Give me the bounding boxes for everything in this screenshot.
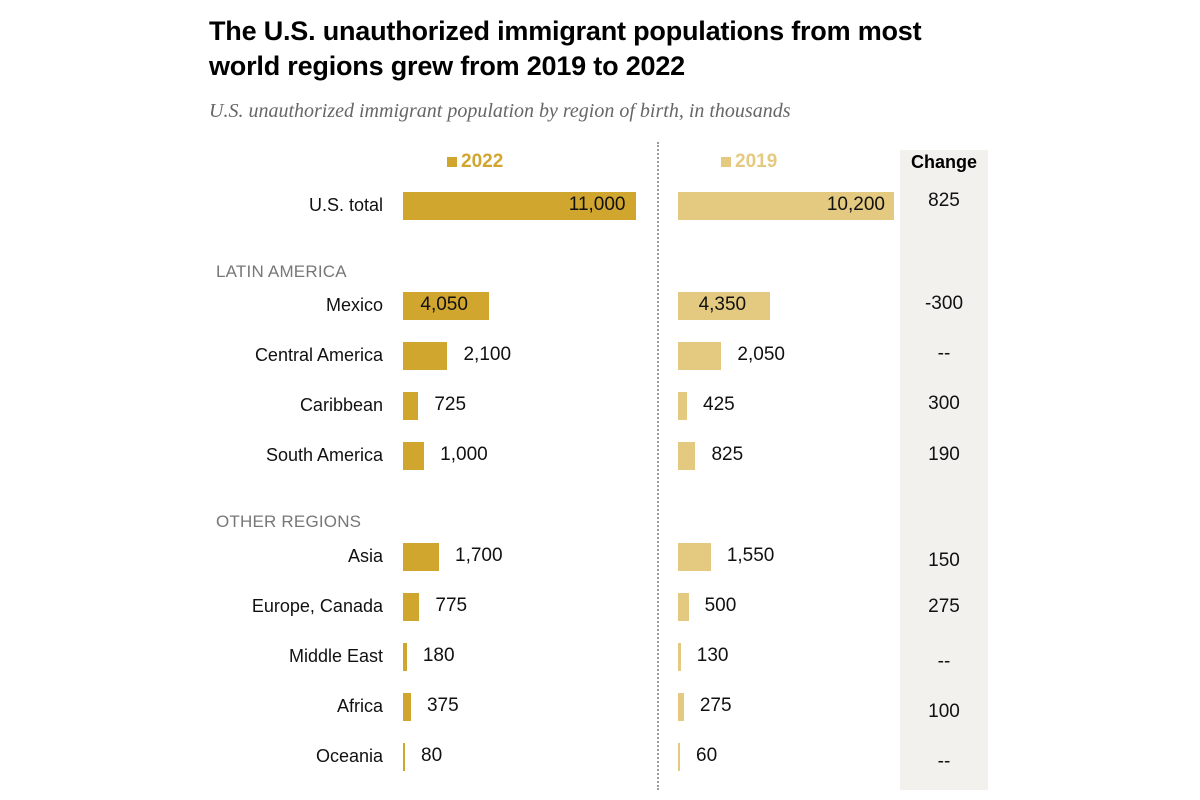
change-value-asia: 150 [928, 550, 960, 571]
bar-2019-oceania [678, 743, 680, 771]
category-label-asia: Asia [347, 546, 383, 566]
category-label-middle-east: Middle East [288, 646, 383, 666]
value-label-2019-middle-east: 130 [696, 645, 729, 666]
bar-2022-africa [403, 693, 411, 721]
category-label-south-america: South America [265, 445, 383, 465]
category-label-europe-canada: Europe, Canada [251, 596, 383, 616]
legend-2022: 2022 [447, 151, 503, 173]
change-value-middle-east: -- [937, 651, 951, 672]
bar-2022-mexico [403, 292, 489, 320]
bar-2019-u-s-total [678, 192, 895, 220]
bar-2022-europe-canada [403, 593, 420, 621]
bar-2019-europe-canada [678, 593, 689, 621]
column-divider [657, 142, 659, 790]
value-label-2022-africa: 375 [426, 695, 459, 716]
bar-2022-u-s-total [403, 192, 636, 220]
value-label-2022-europe-canada: 775 [435, 595, 468, 616]
legend-swatch-2022 [447, 157, 457, 167]
category-label-caribbean: Caribbean [299, 395, 383, 415]
change-column-background [900, 150, 988, 790]
bar-2022-oceania [403, 743, 405, 771]
bar-2019-africa [678, 693, 684, 721]
legend-label-2022: 2022 [461, 151, 504, 172]
value-label-2022-caribbean: 725 [434, 394, 467, 415]
value-label-2022-central-america: 2,100 [463, 344, 512, 365]
bar-2019-south-america [678, 442, 696, 470]
category-label-central-america: Central America [254, 345, 383, 365]
change-value-south-america: 190 [928, 444, 960, 465]
legend-label-2019: 2019 [735, 151, 778, 172]
bar-2022-middle-east [403, 643, 407, 671]
group-label-latin-america: LATIN AMERICA [216, 262, 347, 281]
value-label-2019-south-america: 825 [711, 444, 744, 465]
value-label-2019-u-s-total: 10,200 [826, 194, 885, 215]
category-label-oceania: Oceania [315, 746, 383, 766]
legend-swatch-2019 [721, 157, 731, 167]
change-value-africa: 100 [928, 701, 960, 722]
bar-2022-south-america [403, 442, 425, 470]
change-value-central-america: -- [937, 343, 951, 364]
category-label-africa: Africa [336, 696, 383, 716]
value-label-2022-asia: 1,700 [455, 545, 503, 566]
change-value-mexico: -300 [924, 293, 964, 314]
chart-subtitle: U.S. unauthorized immigrant population b… [209, 100, 791, 122]
category-label-u-s-total: U.S. total [308, 195, 383, 215]
bar-2019-middle-east [678, 643, 681, 671]
value-label-2019-central-america: 2,050 [737, 344, 785, 365]
bar-2019-central-america [678, 342, 722, 370]
group-label-other-regions: OTHER REGIONS [216, 512, 362, 531]
bar-2022-asia [403, 543, 439, 571]
change-value-oceania: -- [937, 751, 951, 772]
bar-2022-caribbean [403, 392, 419, 420]
value-label-2019-oceania: 60 [696, 745, 718, 766]
change-header: Change [910, 152, 977, 172]
change-value-europe-canada: 275 [928, 596, 960, 617]
value-label-2022-u-s-total: 11,000 [568, 194, 626, 215]
bar-2019-mexico [678, 292, 771, 320]
bar-2019-caribbean [678, 392, 687, 420]
chart-title: The U.S. unauthorized immigrant populati… [209, 16, 922, 81]
value-label-2019-europe-canada: 500 [704, 595, 737, 616]
value-label-2019-africa: 275 [699, 695, 732, 716]
category-label-mexico: Mexico [325, 295, 383, 315]
value-label-2022-south-america: 1,000 [440, 444, 488, 465]
legend-2019: 2019 [721, 151, 777, 173]
change-value-u-s-total: 825 [928, 190, 960, 211]
value-label-2019-asia: 1,550 [726, 545, 775, 566]
value-label-2022-oceania: 80 [421, 745, 443, 766]
value-label-2019-mexico: 4,350 [698, 294, 747, 315]
change-value-caribbean: 300 [928, 393, 960, 414]
bar-2022-central-america [403, 342, 448, 370]
value-label-2022-mexico: 4,050 [420, 294, 468, 315]
bar-2019-asia [678, 543, 711, 571]
value-label-2022-middle-east: 180 [422, 645, 455, 666]
value-label-2019-caribbean: 425 [703, 394, 735, 415]
